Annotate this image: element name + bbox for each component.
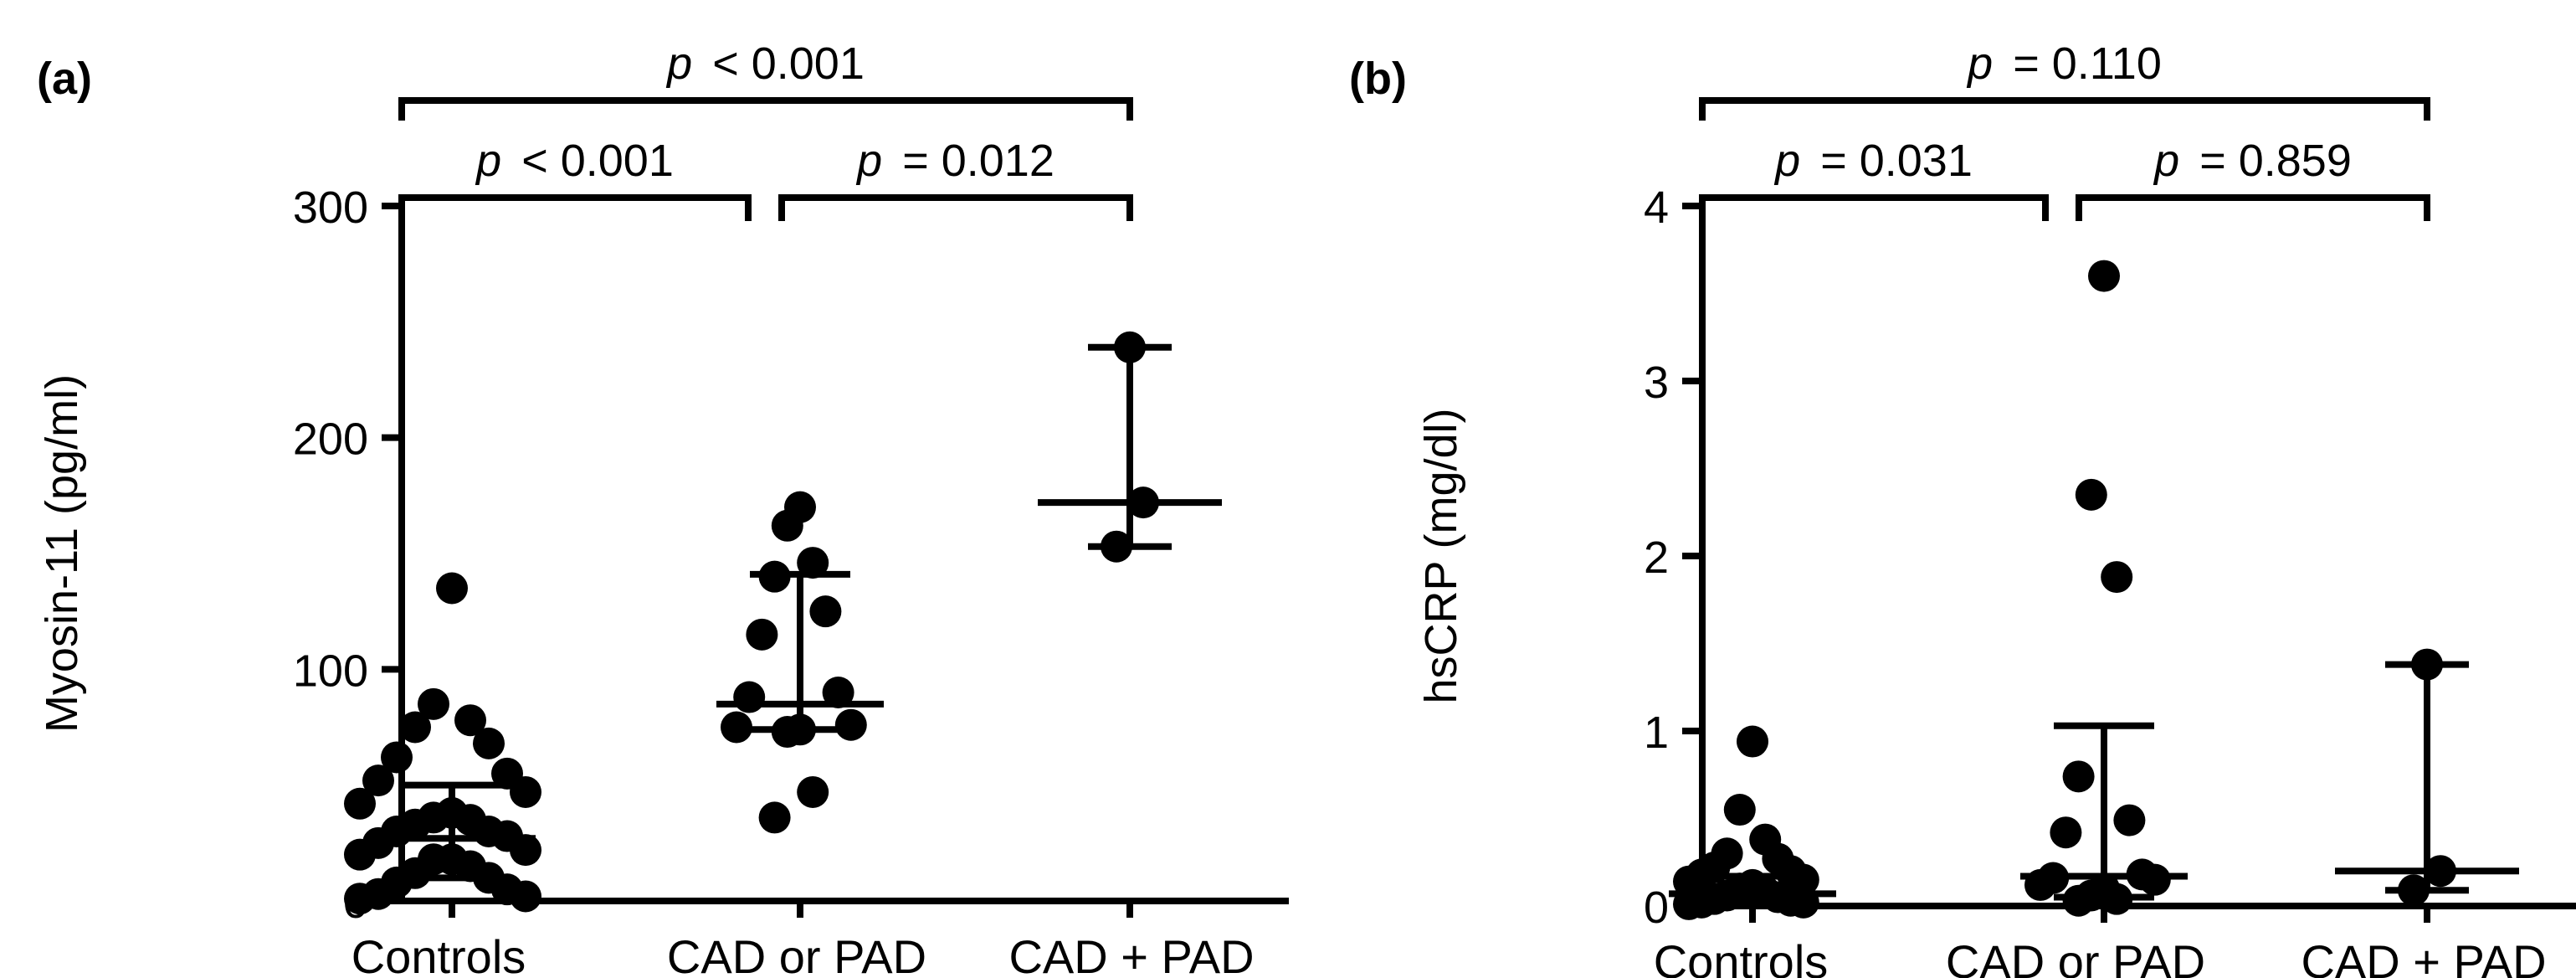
data-point	[2101, 561, 2133, 594]
y-tick-label: 100	[293, 646, 368, 696]
x-category-label: Controls	[1654, 935, 1829, 978]
group-cad-pad	[2335, 648, 2519, 907]
p-value-label: p < 0.001	[475, 136, 674, 186]
data-point	[746, 618, 778, 651]
y-tick-label: 0	[1644, 883, 1669, 933]
data-point	[510, 880, 541, 913]
y-tick-label: 200	[293, 414, 368, 465]
data-point	[344, 838, 376, 871]
x-category-label: Controls	[352, 930, 526, 978]
data-point	[834, 708, 867, 741]
data-point	[510, 834, 541, 867]
significance-bracket	[2076, 194, 2430, 221]
data-point	[418, 687, 449, 720]
group-controls	[344, 572, 541, 915]
data-point	[2088, 260, 2120, 292]
y-tick-label: 300	[293, 183, 368, 233]
y-tick-label: 4	[1644, 183, 1669, 233]
data-point	[2113, 804, 2146, 836]
panel-a: (a)0100200300Myosin-11 (pg/ml)ControlsCA…	[37, 39, 1289, 978]
p-symbol: p	[1773, 136, 1800, 186]
significance-bracket	[1699, 194, 2049, 221]
p-symbol: p	[2153, 136, 2179, 186]
x-category-label: CAD + PAD	[2301, 935, 2546, 978]
y-axis-title: hsCRP (mg/dl)	[1416, 408, 1466, 703]
group-cad-or-pad	[2020, 260, 2188, 917]
panel-label: (b)	[1349, 54, 1407, 104]
data-point	[344, 787, 376, 820]
group-controls	[1669, 725, 1836, 920]
p-value-label: p = 0.012	[855, 136, 1055, 186]
data-point	[436, 572, 468, 605]
data-point	[797, 547, 829, 579]
p-value-label: p = 0.859	[2153, 136, 2352, 186]
data-point	[2050, 816, 2082, 849]
data-point	[733, 681, 766, 713]
y-tick-label: 3	[1644, 358, 1669, 408]
data-point	[362, 764, 394, 797]
data-point	[809, 595, 842, 628]
p-symbol: p	[855, 136, 882, 186]
group-cad-or-pad	[716, 491, 884, 834]
significance-bracket	[398, 97, 1133, 121]
group-cad-pad	[1038, 331, 1222, 563]
panel-b: (b) 0 1 2 3 4 hsCRP (mg/dl) Controls CAD or PAD C…	[1349, 39, 2576, 978]
data-point	[797, 775, 829, 808]
p-value-label: p = 0.031	[1773, 136, 1973, 186]
data-point	[721, 711, 752, 744]
y-tick-label: 1	[1644, 708, 1669, 758]
data-point	[454, 704, 486, 737]
data-point	[473, 727, 505, 759]
data-point	[381, 741, 413, 774]
p-symbol: p	[1966, 39, 1993, 89]
p-value-label: p = 0.110	[1966, 39, 2162, 89]
x-category-label: CAD or PAD	[1946, 935, 2205, 978]
data-point	[1737, 725, 1768, 758]
data-point	[822, 677, 854, 708]
x-category-label: CAD + PAD	[1008, 930, 1254, 978]
data-point	[2062, 760, 2095, 793]
p-value-text: = 0.012	[902, 136, 1055, 186]
data-point	[1723, 794, 1756, 826]
data-point	[2138, 863, 2171, 896]
panel-label: (a)	[37, 54, 92, 104]
data-point	[2075, 478, 2107, 511]
p-value-text: = 0.031	[1820, 136, 1973, 186]
panel-plot-area: (a)0100200300Myosin-11 (pg/ml)ControlsCA…	[37, 39, 1289, 978]
p-value-text: < 0.001	[712, 39, 865, 89]
data-point	[758, 801, 791, 834]
p-value-text: = 0.110	[2013, 39, 2162, 89]
panel-plot-area: (b) 0 1 2 3 4 hsCRP (mg/dl) Controls CAD or PAD C…	[1349, 39, 2576, 978]
y-tick-label: 2	[1644, 533, 1669, 583]
p-value-text: = 0.859	[2199, 136, 2352, 186]
x-category-label: CAD or PAD	[667, 930, 926, 978]
p-symbol: p	[665, 39, 692, 89]
p-value-label: p < 0.001	[665, 39, 865, 89]
significance-bracket	[1699, 97, 2430, 121]
data-point	[510, 775, 541, 808]
data-point	[2062, 884, 2095, 917]
significance-bracket	[778, 194, 1133, 221]
data-point	[399, 711, 431, 744]
p-symbol: p	[475, 136, 501, 186]
p-value-text: < 0.001	[521, 136, 674, 186]
data-point	[344, 883, 376, 915]
y-axis-title: Myosin-11 (pg/ml)	[37, 374, 87, 733]
data-point	[771, 509, 803, 542]
significance-bracket	[398, 194, 752, 221]
